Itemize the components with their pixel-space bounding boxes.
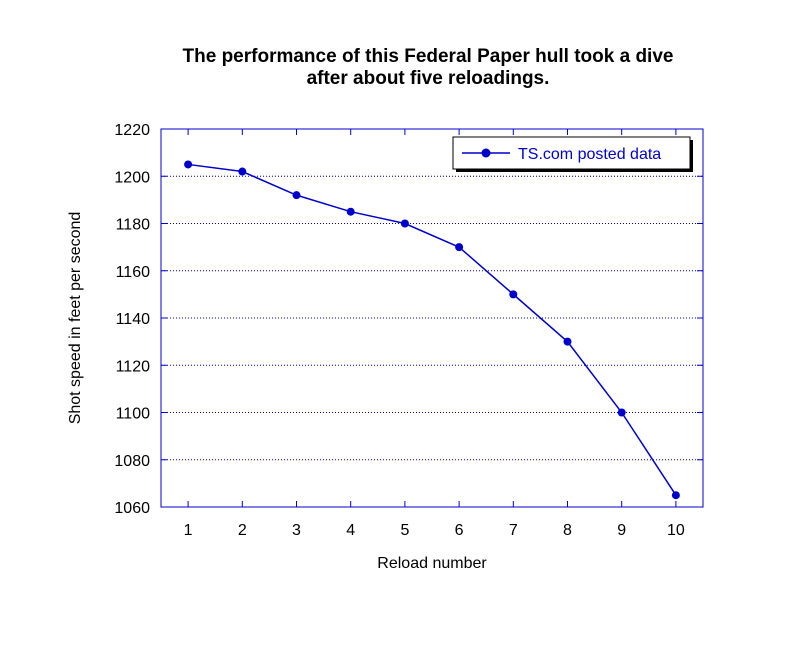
data-point <box>346 207 355 216</box>
legend: TS.com posted data <box>452 136 693 172</box>
x-tick-label: 8 <box>563 522 572 539</box>
data-point <box>400 219 409 228</box>
y-tick-label: 1080 <box>114 453 150 470</box>
series-line <box>188 163 677 496</box>
x-tick-label: 5 <box>400 522 409 539</box>
x-tick-label: 1 <box>184 522 193 539</box>
legend-label: TS.com posted data <box>518 146 661 163</box>
data-point <box>509 290 518 299</box>
chart-title-line-1: The performance of this Federal Paper hu… <box>183 46 674 67</box>
y-tick-label: 1160 <box>116 264 151 281</box>
x-tick-label: 9 <box>617 522 626 539</box>
data-point <box>184 160 193 169</box>
series-layer <box>184 160 680 500</box>
y-axis-label: Shot speed in feet per second <box>67 212 84 425</box>
y-axis-ticks: 1060 1080 1100 1120 1140 1160 1180 1200 1220 <box>114 122 703 517</box>
x-axis-label: Reload number <box>377 555 487 572</box>
x-tick-label: 7 <box>509 522 518 539</box>
x-tick-label: 2 <box>238 522 247 539</box>
y-tick-label: 1120 <box>116 358 151 375</box>
y-tick-label: 1100 <box>116 406 151 423</box>
y-tick-label: 1220 <box>114 122 150 139</box>
legend-marker-sample <box>481 148 491 158</box>
plot-frame <box>160 128 704 508</box>
data-point <box>563 337 572 346</box>
y-tick-label: 1140 <box>116 311 151 328</box>
x-tick-label: 6 <box>455 522 464 539</box>
x-tick-label: 10 <box>667 522 685 539</box>
y-tick-label: 1180 <box>116 217 151 234</box>
data-point <box>671 491 680 500</box>
grid-lines <box>161 175 703 461</box>
data-point <box>455 243 464 252</box>
chart-title-line-2: after about five reloadings. <box>307 68 550 89</box>
x-tick-label: 3 <box>292 522 301 539</box>
y-tick-label: 1200 <box>114 169 150 186</box>
data-point <box>292 191 301 200</box>
data-point <box>238 167 247 176</box>
x-axis-ticks: 1 2 3 4 5 6 7 8 9 10 <box>184 129 685 539</box>
y-tick-label: 1060 <box>114 500 150 517</box>
x-tick-label: 4 <box>346 522 355 539</box>
data-point <box>617 408 626 417</box>
